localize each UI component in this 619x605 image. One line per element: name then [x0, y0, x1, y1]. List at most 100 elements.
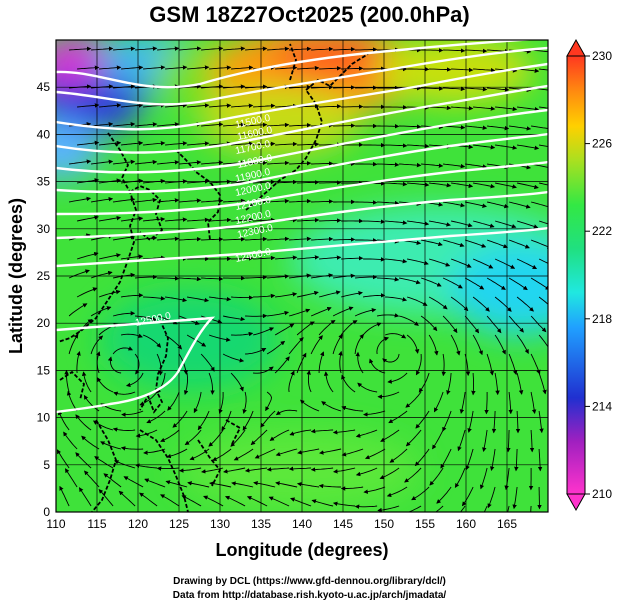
streamline-56	[333, 85, 356, 90]
streamline-483	[537, 448, 543, 472]
streamline-530	[98, 488, 114, 507]
streamline-374	[76, 350, 81, 374]
streamline-470	[233, 448, 254, 461]
streamline-4	[157, 46, 180, 51]
streamline-471	[254, 448, 276, 459]
streamline-186	[289, 198, 312, 204]
streamline-245	[143, 255, 166, 261]
streamline-70	[165, 103, 188, 108]
streamline-525	[487, 486, 496, 509]
streamline-438	[515, 410, 521, 434]
streamline-516	[275, 481, 298, 488]
streamline-26	[165, 65, 188, 70]
streamline-176	[69, 196, 92, 203]
streamline-532	[139, 492, 158, 507]
x-tick-145: 145	[333, 517, 353, 531]
chart-title: GSM 18Z27Oct2025 (200.0hPa)	[149, 2, 470, 27]
streamline-458	[457, 429, 466, 452]
streamline-380	[208, 372, 215, 395]
streamline-513	[209, 481, 232, 488]
streamline-401	[167, 391, 180, 411]
streamline-466	[143, 448, 166, 455]
streamline-140	[245, 160, 268, 166]
streamline-454	[355, 429, 378, 438]
x-tick-165: 165	[497, 517, 517, 531]
streamline-375	[96, 351, 101, 374]
streamline-506	[65, 468, 78, 488]
streamline-359	[222, 353, 245, 363]
streamline-77	[319, 104, 342, 109]
streamline-18	[465, 48, 488, 54]
streamline-274	[289, 273, 312, 279]
streamline-424	[197, 410, 210, 431]
streamline-275	[311, 273, 334, 279]
streamline-8	[245, 46, 268, 51]
streamline-428	[275, 409, 298, 416]
streamline-240	[508, 239, 530, 249]
streamline-340	[296, 321, 315, 336]
streamline-333	[142, 334, 162, 348]
streamline-278	[377, 277, 400, 282]
streamline-370	[464, 353, 471, 377]
streamline-196	[508, 201, 531, 209]
streamline-260	[472, 258, 494, 269]
streamline-419	[83, 394, 100, 412]
streamline-198	[77, 215, 99, 222]
streamline-408	[323, 371, 334, 393]
streamline-455	[380, 429, 400, 442]
streamline-182	[201, 198, 224, 204]
streamline-406	[288, 370, 295, 393]
streamline-109	[531, 125, 548, 130]
streamline-543	[377, 505, 400, 512]
streamline-442	[92, 420, 114, 431]
streamline-348	[472, 334, 483, 356]
streamline-162	[253, 179, 276, 185]
streamline-475	[341, 448, 364, 457]
streamline-251	[275, 255, 298, 260]
streamline-531	[118, 490, 136, 507]
streamline-44	[69, 84, 92, 89]
streamline-451	[289, 429, 312, 436]
streamline-502	[454, 467, 466, 488]
streamline-443	[112, 427, 136, 432]
streamline-173	[495, 182, 517, 189]
streamline-158	[165, 179, 188, 184]
streamline-171	[451, 182, 474, 189]
streamline-224	[157, 236, 180, 242]
streamline-132	[69, 159, 92, 165]
streamline-233	[355, 238, 378, 243]
streamline-496	[310, 467, 334, 472]
streamline-255	[363, 257, 386, 262]
streamline-120	[297, 142, 320, 147]
streamline-487	[114, 460, 136, 469]
streamline-452	[310, 428, 334, 434]
colorbar-tick-214: 214	[592, 399, 612, 413]
streamline-337	[231, 331, 254, 337]
streamline-136	[157, 160, 180, 165]
streamline-147	[399, 162, 422, 168]
streamline-365	[354, 333, 364, 355]
streamline-477	[389, 448, 408, 463]
streamline-425	[221, 410, 232, 432]
streamline-336	[208, 334, 231, 342]
streamline-326	[464, 315, 480, 334]
streamline-268	[157, 276, 180, 281]
streamline-87	[539, 106, 548, 109]
streamline-258	[428, 258, 451, 267]
streamline-276	[333, 273, 356, 279]
streamline-279	[399, 277, 421, 285]
streamline-43	[539, 68, 548, 71]
streamline-292	[209, 296, 232, 302]
streamline-195	[487, 201, 509, 209]
streamline-360	[245, 348, 267, 355]
streamline-508	[103, 473, 122, 488]
streamline-129	[495, 144, 518, 150]
streamline-351	[538, 334, 548, 354]
streamline-323	[398, 315, 419, 326]
streamline-222	[113, 235, 136, 241]
streamline-68	[121, 103, 144, 108]
streamline-34	[341, 66, 364, 71]
streamline-200	[121, 216, 144, 222]
streamline-539	[290, 497, 312, 507]
streamline-250	[253, 255, 276, 261]
